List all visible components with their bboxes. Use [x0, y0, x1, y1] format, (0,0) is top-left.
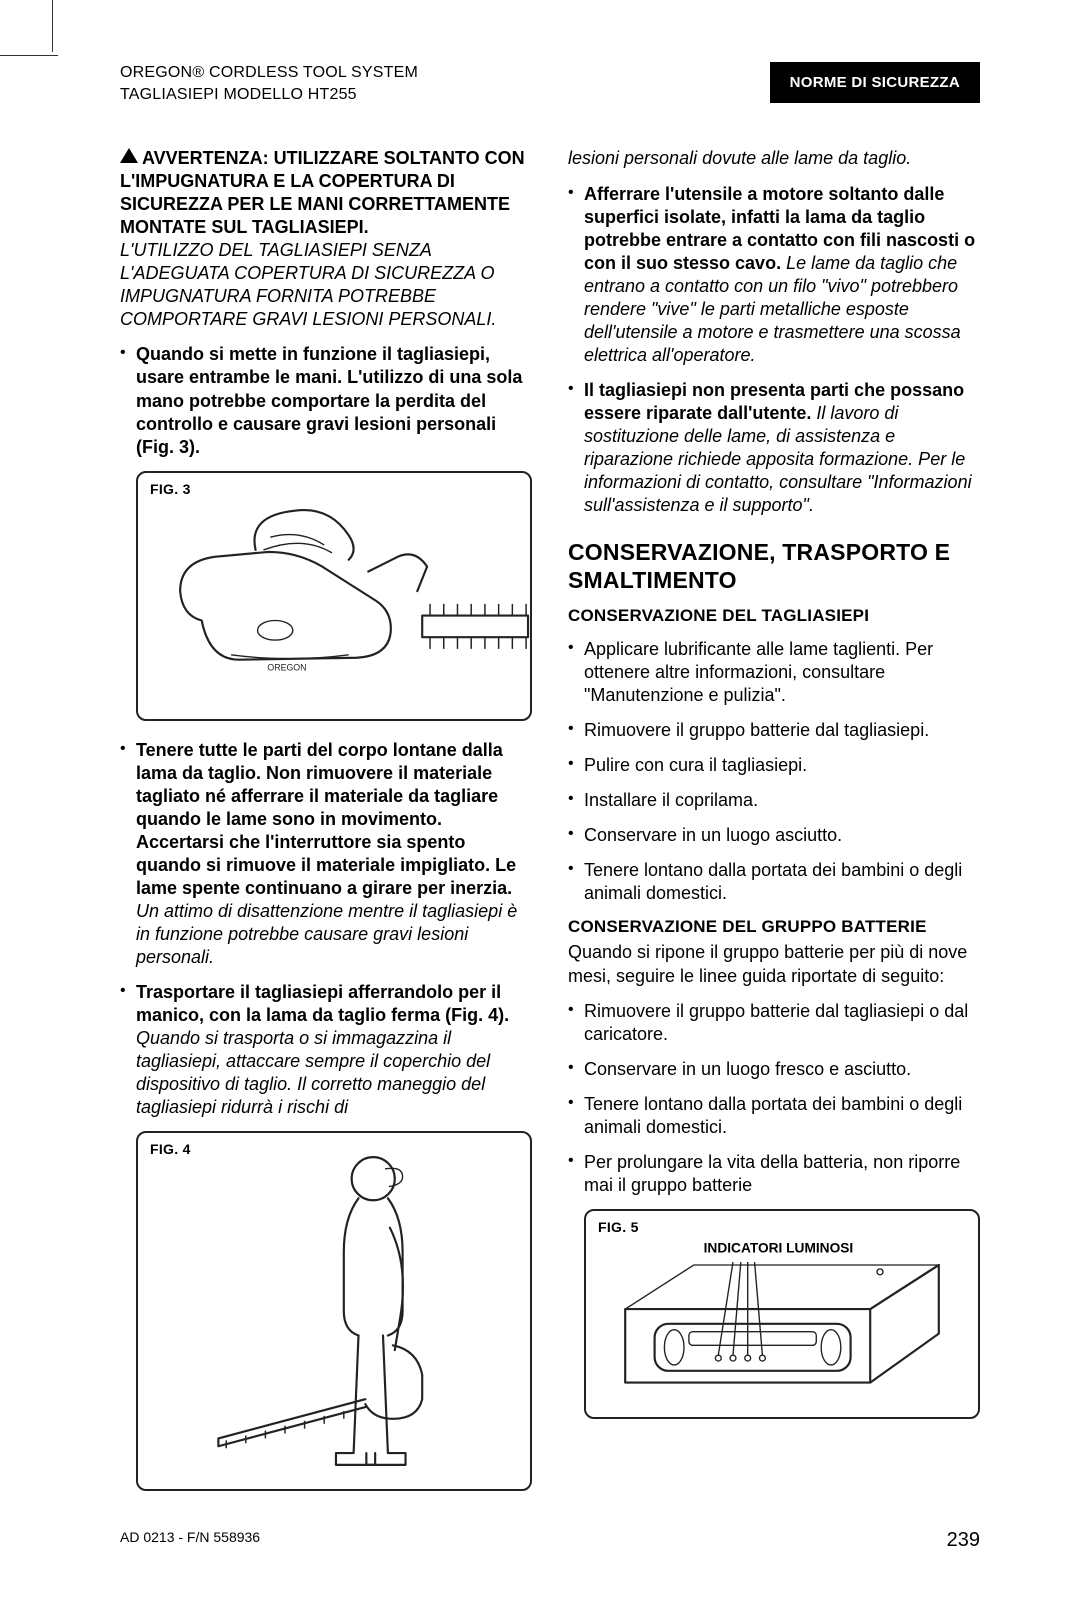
list-item: Pulire con cura il tagliasiepi.: [568, 754, 980, 777]
list-item: Conservare in un luogo asciutto.: [568, 824, 980, 847]
list-item: Conservare in un luogo fresco e asciutto…: [568, 1058, 980, 1081]
header-left: OREGON® CORDLESS TOOL SYSTEM TAGLIASIEPI…: [120, 62, 418, 105]
figure-5-indicator-label: INDICATORI LUMINOSI: [704, 1241, 854, 1256]
footer-ref: AD 0213 - F/N 558936: [120, 1529, 260, 1552]
figure-3: FIG. 3 OREGON: [136, 471, 532, 721]
page-number: 239: [947, 1529, 980, 1552]
sub-trimmer-storage: CONSERVAZIONE DEL TAGLIASIEPI: [568, 606, 980, 626]
list-item: Rimuovere il gruppo batterie dal taglias…: [568, 719, 980, 742]
page-footer: AD 0213 - F/N 558936 239: [120, 1529, 980, 1552]
list-item: Per prolungare la vita della batteria, n…: [568, 1151, 980, 1197]
section-storage-heading: CONSERVAZIONE, TRASPORTO E SMALTIMENTO: [568, 539, 980, 594]
bullet-both-hands: Quando si mette in funzione il tagliasie…: [120, 343, 532, 458]
left-bullets-1: Quando si mette in funzione il tagliasie…: [120, 343, 532, 458]
figure-5-label: FIG. 5: [598, 1219, 639, 1235]
battery-storage-list: Rimuovere il gruppo batterie dal taglias…: [568, 1000, 980, 1197]
list-item: Installare il coprilama.: [568, 789, 980, 812]
sub-battery-storage: CONSERVAZIONE DEL GRUPPO BATTERIE: [568, 917, 980, 937]
warning-icon: [120, 148, 138, 163]
svg-text:OREGON: OREGON: [267, 662, 306, 672]
figure-3-svg: OREGON: [138, 473, 530, 719]
bullet-carry: Trasportare il tagliasiepi afferrandolo …: [120, 981, 532, 1119]
warning-block: AVVERTENZA: UTILIZZARE SOLTANTO CON L'IM…: [120, 147, 532, 331]
page-header: OREGON® CORDLESS TOOL SYSTEM TAGLIASIEPI…: [120, 62, 980, 105]
content-columns: AVVERTENZA: UTILIZZARE SOLTANTO CON L'IM…: [120, 147, 980, 1509]
header-line1: OREGON® CORDLESS TOOL SYSTEM: [120, 62, 418, 84]
trimmer-storage-list: Applicare lubrificante alle lame taglien…: [568, 638, 980, 905]
figure-5: FIG. 5 INDICATORI LUMINOSI: [584, 1209, 980, 1419]
list-item: Tenere lontano dalla portata dei bambini…: [568, 859, 980, 905]
header-right-badge: NORME DI SICUREZZA: [770, 62, 980, 103]
figure-5-svg: INDICATORI LUMINOSI: [586, 1211, 978, 1417]
bullet-grip-insulated: Afferrare l'utensile a motore soltanto d…: [568, 183, 980, 367]
battery-storage-intro: Quando si ripone il gruppo batterie per …: [568, 941, 980, 988]
list-item: Applicare lubrificante alle lame taglien…: [568, 638, 980, 707]
header-line2: TAGLIASIEPI MODELLO HT255: [120, 84, 418, 106]
list-item: Rimuovere il gruppo batterie dal taglias…: [568, 1000, 980, 1046]
figure-4: FIG. 4: [136, 1131, 532, 1491]
figure-4-label: FIG. 4: [150, 1141, 191, 1157]
right-column: lesioni personali dovute alle lame da ta…: [568, 147, 980, 1509]
figure-3-label: FIG. 3: [150, 481, 191, 497]
bullet-keep-clear: Tenere tutte le parti del corpo lontane …: [120, 739, 532, 969]
figure-4-svg: [138, 1133, 530, 1489]
left-bullets-2: Tenere tutte le parti del corpo lontane …: [120, 739, 532, 1120]
warning-title: AVVERTENZA: UTILIZZARE SOLTANTO CON L'IM…: [120, 148, 525, 237]
left-column: AVVERTENZA: UTILIZZARE SOLTANTO CON L'IM…: [120, 147, 532, 1509]
list-item: Tenere lontano dalla portata dei bambini…: [568, 1093, 980, 1139]
bullet-no-user-service: Il tagliasiepi non presenta parti che po…: [568, 379, 980, 517]
right-bullets-1: Afferrare l'utensile a motore soltanto d…: [568, 183, 980, 517]
continuation-italic: lesioni personali dovute alle lame da ta…: [568, 147, 980, 170]
warning-body: L'UTILIZZO DEL TAGLIASIEPI SENZA L'ADEGU…: [120, 239, 532, 331]
